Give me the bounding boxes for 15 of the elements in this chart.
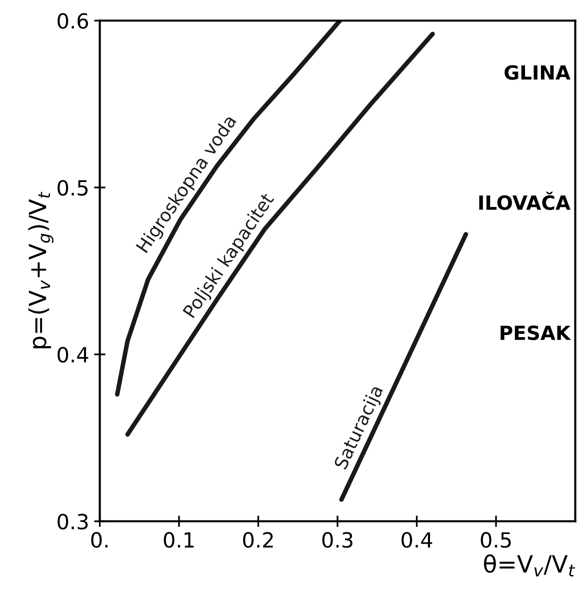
- x-tick-label: 0.3: [322, 532, 352, 548]
- x-tick-label: 0.2: [243, 532, 273, 548]
- y-tick-label: 0.5: [58, 180, 88, 196]
- x-tick-label: 0.5: [480, 532, 511, 548]
- x-tick-label: 0.4: [402, 532, 432, 548]
- y-tick-label: 0.6: [58, 13, 88, 29]
- y-axis-title: p=(V$_{v}$+V$_{g}$)/V$_{t}$: [28, 192, 54, 348]
- x-tick-label: 0.: [91, 532, 108, 548]
- y-tick-label: 0.3: [58, 514, 88, 530]
- y-tick-label: 0.4: [58, 346, 88, 363]
- annotation: GLINA: [504, 65, 570, 80]
- annotation: PESAK: [500, 325, 572, 340]
- x-axis-title: θ=V$_{v}$/V$_{t}$: [484, 554, 576, 576]
- x-tick-label: 0.1: [164, 532, 194, 548]
- annotation: ILOVAČA: [479, 192, 570, 210]
